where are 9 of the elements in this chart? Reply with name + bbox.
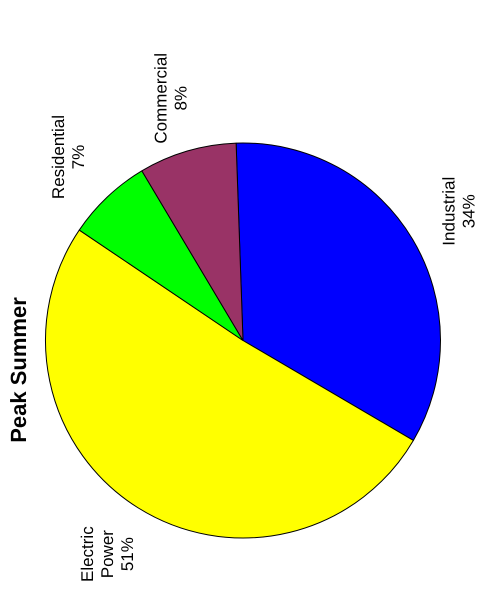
slice-label: Residential xyxy=(49,114,68,200)
slice-label: Commercial xyxy=(151,52,170,144)
text: Peak Summer xyxy=(6,296,32,443)
slice-label: Electric Power xyxy=(78,526,118,582)
slice-label: Industrial xyxy=(440,176,459,246)
data-label: 7% xyxy=(69,144,88,170)
data-label: 8% xyxy=(171,86,190,111)
data-label: 51% xyxy=(118,537,138,572)
data-label: 34% xyxy=(460,194,479,228)
